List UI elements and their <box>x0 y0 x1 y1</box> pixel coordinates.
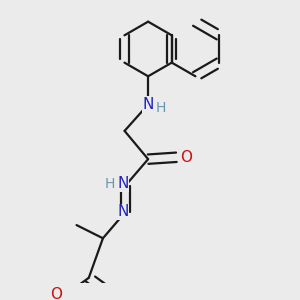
Text: H: H <box>104 177 115 190</box>
Text: N: N <box>117 176 128 191</box>
Text: N: N <box>142 97 154 112</box>
Text: O: O <box>180 150 192 165</box>
Text: O: O <box>50 287 62 300</box>
Text: H: H <box>156 101 166 115</box>
Text: N: N <box>117 204 128 219</box>
